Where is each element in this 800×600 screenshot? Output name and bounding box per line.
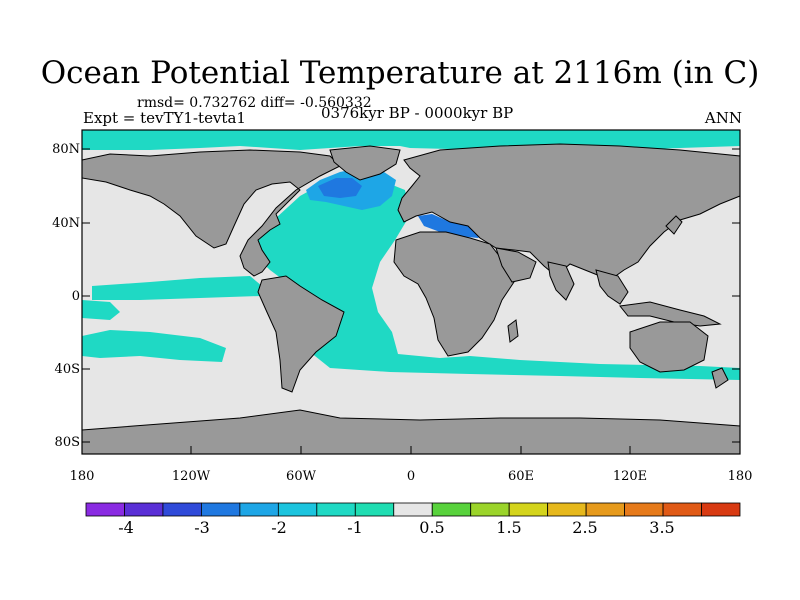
north-atlantic-strong-cooling bbox=[318, 178, 362, 198]
colorbar-label: 0.5 bbox=[419, 518, 445, 537]
lat-label-80n: 80N bbox=[52, 142, 80, 157]
australia bbox=[629, 321, 709, 373]
colorbar-box bbox=[201, 502, 241, 517]
pacific-cool-strip bbox=[92, 276, 262, 300]
lon-label-180w: 180 bbox=[69, 469, 95, 484]
colorbar-label: 2.5 bbox=[572, 518, 598, 537]
colorbar-box bbox=[277, 502, 318, 517]
experiment-label: Expt = tevTY1-tevta1 bbox=[83, 109, 246, 127]
colorbar-box bbox=[547, 502, 587, 517]
mediterranean-cooling bbox=[418, 214, 488, 238]
colorbar-box bbox=[162, 502, 202, 517]
colorbar-label: -2 bbox=[271, 518, 287, 537]
colorbar bbox=[85, 502, 741, 517]
lon-label-0: 0 bbox=[406, 469, 416, 484]
colorbar-box bbox=[354, 502, 395, 517]
colorbar-box bbox=[85, 502, 125, 517]
maritime-continent bbox=[619, 301, 722, 327]
colorbar-box bbox=[508, 502, 549, 517]
map-title: Ocean Potential Temperature at 2116m (in… bbox=[40, 55, 760, 91]
colorbar-box bbox=[701, 502, 741, 517]
colorbar-label: 1.5 bbox=[496, 518, 522, 537]
lon-label-120w: 120W bbox=[171, 469, 211, 484]
lon-label-120e: 120E bbox=[612, 469, 648, 484]
lon-label-60e: 60E bbox=[507, 469, 535, 484]
period-label: 0376kyr BP - 0000kyr BP bbox=[321, 104, 514, 122]
new-zealand bbox=[711, 367, 729, 389]
colorbar-box bbox=[585, 502, 625, 517]
colorbar-label: -1 bbox=[347, 518, 363, 537]
north-pacific-cool-strip bbox=[82, 300, 120, 320]
colorbar-box bbox=[431, 502, 472, 517]
pacific-cool-patch bbox=[82, 330, 226, 362]
arabia bbox=[495, 247, 537, 283]
colorbar-label: -4 bbox=[118, 518, 134, 537]
lat-label-40n: 40N bbox=[52, 216, 80, 231]
south-america bbox=[257, 275, 345, 393]
colorbar-box bbox=[662, 502, 702, 517]
colorbar-box bbox=[393, 502, 433, 517]
colorbar-box bbox=[239, 502, 279, 517]
greenland bbox=[329, 145, 401, 181]
eurasia bbox=[397, 143, 741, 281]
atlantic-cool-region bbox=[245, 178, 740, 380]
map-ticks bbox=[81, 148, 741, 454]
season-label: ANN bbox=[704, 109, 742, 127]
lat-label-80s: 80S bbox=[54, 435, 80, 450]
lon-label-180e: 180 bbox=[727, 469, 753, 484]
colorbar-box bbox=[470, 502, 510, 517]
madagascar bbox=[507, 319, 519, 343]
lon-label-60w: 60W bbox=[286, 469, 316, 484]
africa bbox=[393, 231, 515, 357]
colorbar-box bbox=[124, 502, 164, 517]
lat-label-40s: 40S bbox=[54, 362, 80, 377]
colorbar-box bbox=[316, 502, 356, 517]
colorbar-box bbox=[624, 502, 664, 517]
india bbox=[547, 261, 575, 301]
japan bbox=[665, 215, 683, 235]
colorbar-label: -3 bbox=[194, 518, 210, 537]
lat-label-0: 0 bbox=[71, 289, 80, 304]
land bbox=[81, 143, 741, 455]
colorbar-label: 3.5 bbox=[649, 518, 675, 537]
southeast-asia bbox=[595, 269, 629, 305]
statistics-label: rmsd= 0.732762 diff= -0.560332 bbox=[137, 95, 372, 111]
